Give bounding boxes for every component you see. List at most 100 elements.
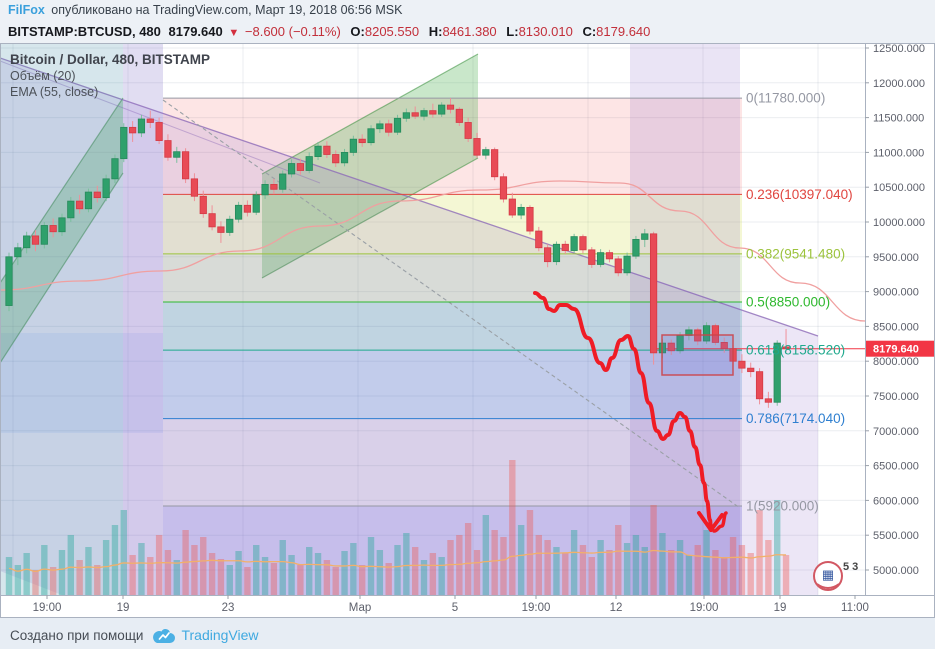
last-price: 8179.640 [168,24,223,39]
candle [429,110,437,115]
candle [482,149,490,156]
candle [385,123,393,133]
price-change: −8.600 (−0.11%) [244,24,341,39]
svg-text:0.786(7174.040): 0.786(7174.040) [746,411,845,426]
candle [252,194,260,213]
svg-text:8000.000: 8000.000 [873,356,919,368]
byline-username-link[interactable]: FilFox [8,3,45,17]
candle [411,112,419,117]
candle [367,128,375,144]
vertical-highlight-bands [0,43,740,595]
footer-text: Создано при помощи [10,627,144,643]
candle [155,122,163,141]
candle [561,243,569,251]
candle [279,173,287,190]
tradingview-logo-icon [153,628,176,643]
candle [623,255,631,274]
rectangle-drawing[interactable] [661,334,734,376]
candle [323,145,331,155]
candle [782,346,790,350]
dashed-trendline [162,99,741,509]
bitstamp-logo-icon: ▦ [822,567,834,582]
candle [491,149,499,178]
price-chart-canvas[interactable]: 0(11780.000) 0.236(10397.040) 0.382(9541.4… [0,43,935,618]
svg-text:11:00: 11:00 [841,602,869,614]
candle [508,198,516,216]
candle [332,154,340,164]
svg-text:0(11780.000): 0(11780.000) [746,91,825,106]
candle [305,156,313,171]
volume-ma-line [8,549,787,573]
candle [5,256,13,306]
open-value: 8205.550 [364,24,420,39]
candle [755,371,764,400]
candle [720,342,728,350]
svg-text:6500.000: 6500.000 [873,461,919,473]
candle [588,249,596,265]
svg-text:0.236(10397.040): 0.236(10397.040) [746,187,853,202]
svg-text:7000.000: 7000.000 [873,426,919,438]
candle [464,122,472,139]
svg-text:12000.000: 12000.000 [873,78,925,90]
candles-layer [5,98,790,408]
candle [76,200,84,210]
candle [31,235,40,245]
chart-area[interactable]: Bitcoin / Dollar, 480, BITSTAMP Объём (2… [0,43,935,618]
candle [111,158,119,180]
candle [217,226,225,233]
candle [702,325,711,342]
svg-text:5500.000: 5500.000 [873,530,919,542]
low-value: 8130.010 [518,24,573,39]
candle [446,104,455,110]
candle [67,200,75,219]
svg-text:8179.640: 8179.640 [873,344,919,356]
brush-arrow-drawing[interactable] [533,291,728,533]
fib-level-labels: 0(11780.000) 0.236(10397.040) 0.382(9541.4… [746,91,853,514]
candle [234,204,243,220]
candle [243,204,252,213]
candle [499,176,508,200]
candle [711,325,720,343]
candle [173,151,181,158]
price-axis[interactable]: 12500.000 12000.000 11500.000 11000.000 1050… [865,43,935,595]
candle [49,225,57,233]
candle [455,108,463,123]
close-value: 8179.640 [596,24,651,39]
candle [473,138,481,156]
candle [517,206,525,216]
candle [535,230,543,249]
candle [199,195,207,215]
low-label: L: [506,24,519,39]
candle [597,252,605,265]
candle [340,152,349,164]
descending-channel-drawing [0,57,819,595]
byline-bar: FilFox опубликовано на TradingView.com, … [0,0,935,23]
candle [23,235,31,249]
time-axis[interactable]: 19:00 19 23 Мар 5 19:00 12 19:00 19 11:00 [0,595,935,618]
candle [190,178,199,197]
candle [208,213,216,228]
svg-text:0.5(8850.000): 0.5(8850.000) [746,295,830,310]
symbol-name[interactable]: BITSTAMP:BTCUSD, 480 [8,24,161,39]
candle [14,247,22,258]
candle [667,342,675,352]
high-label: H: [428,24,443,39]
candle [526,206,534,232]
candle [102,178,110,199]
candle [773,342,781,403]
symbol-info-bar: BITSTAMP:BTCUSD, 480 8179.640 ▼ −8.600 (… [0,23,935,43]
tradingview-link[interactable]: TradingView [181,627,259,643]
candle [605,252,614,260]
grid-lines [0,43,865,595]
candle [146,118,154,123]
candle [544,247,552,263]
svg-text:23: 23 [222,602,235,614]
last-price-tag: 8179.640 [866,340,935,357]
svg-text:19:00: 19:00 [522,602,551,614]
byline-text: опубликовано на TradingView.com, Март 19… [51,3,403,17]
svg-text:10500.000: 10500.000 [873,182,925,194]
candle [641,233,649,240]
svg-text:19:00: 19:00 [690,602,719,614]
svg-text:7500.000: 7500.000 [873,391,919,403]
candle [137,118,146,134]
